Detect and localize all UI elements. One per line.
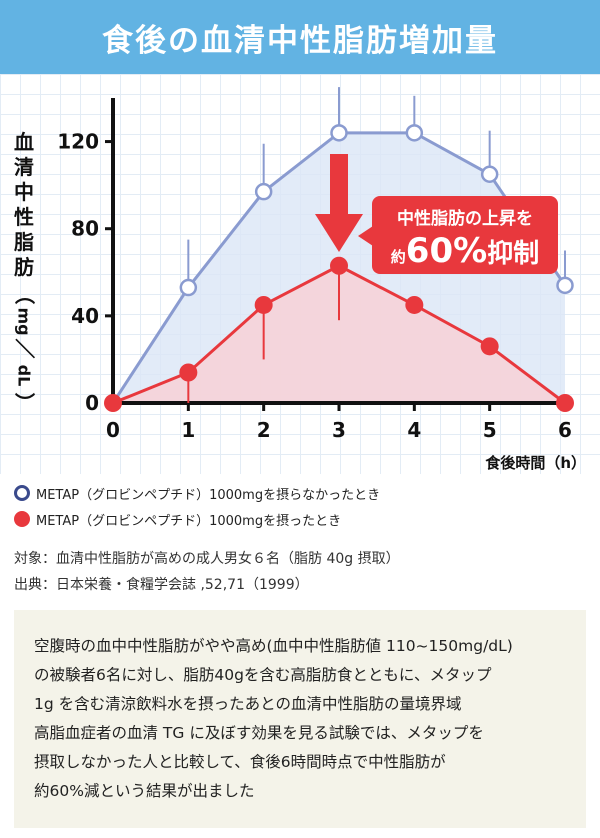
legend-item-without: METAP（グロビンペプチド）1000mgを摂らなかったとき bbox=[14, 480, 380, 506]
y-label-char: 肪 bbox=[14, 255, 34, 279]
data-point-with bbox=[104, 394, 122, 412]
y-tick-label: 120 bbox=[57, 130, 99, 154]
data-point-without bbox=[405, 124, 424, 142]
description-line: の被験者6名に対し、脂肪40gを含む高脂肪食とともに、メタップ bbox=[34, 666, 492, 684]
legend-item-with: METAP（グロビンペプチド）1000mgを摂ったとき bbox=[14, 506, 380, 532]
y-label-unit-slash: ／ bbox=[12, 338, 37, 359]
x-tick-label: 6 bbox=[558, 418, 572, 442]
filled-circle-icon bbox=[14, 511, 30, 527]
y-tick-label: 40 bbox=[71, 304, 99, 328]
data-point-with bbox=[330, 256, 348, 275]
y-label-paren-close: ） bbox=[12, 392, 37, 413]
chart-legend: METAP（グロビンペプチド）1000mgを摂らなかったとき METAP（グロビ… bbox=[14, 480, 380, 532]
description-line: 約60%減という結果が出ました bbox=[34, 782, 255, 800]
y-label-char: 清 bbox=[14, 155, 34, 179]
data-point-without bbox=[330, 124, 348, 142]
description-line: 空腹時の血中中性脂肪がやや高め(血中中性脂肪値 110~150mg/dL) bbox=[34, 637, 513, 655]
callout-line1: 中性脂肪の上昇を bbox=[397, 209, 533, 229]
y-tick-label: 80 bbox=[71, 217, 99, 241]
legend-label-without: METAP（グロビンペプチド）1000mgを摂らなかったとき bbox=[36, 487, 381, 503]
subject-note: 対象：血清中性脂肪が高めの成人男女６名（脂肪 40g 摂取） bbox=[14, 551, 400, 567]
x-tick-label: 3 bbox=[332, 418, 346, 442]
y-tick-label: 0 bbox=[85, 391, 99, 415]
data-point-with bbox=[480, 337, 499, 356]
y-label-paren-open: （ bbox=[12, 284, 37, 305]
y-label-char: 中 bbox=[14, 180, 34, 204]
description-line: 1g を含む清涼飲料水を摂ったあとの血清中性脂肪の量境界域 bbox=[34, 695, 462, 713]
data-point-with bbox=[405, 295, 424, 314]
data-point-without bbox=[556, 276, 574, 295]
y-label-unit-dl: dL bbox=[14, 364, 34, 387]
reduction-arrow-head bbox=[315, 214, 363, 252]
y-label-unit-mg: mg bbox=[14, 307, 34, 336]
data-point-without bbox=[480, 165, 499, 183]
callout-prefix: 約 bbox=[390, 248, 406, 266]
line-chart: 0 40 80 120 0 1 2 3 4 5 6 bbox=[57, 87, 574, 442]
callout-line2: 約60%抑制 bbox=[372, 231, 558, 271]
reduction-arrow-shaft bbox=[330, 154, 348, 218]
description-box: 空腹時の血中中性脂肪がやや高め(血中中性脂肪値 110~150mg/dL) の被… bbox=[14, 610, 586, 828]
x-tick-label: 0 bbox=[106, 418, 120, 442]
source-note: 出典：日本栄養・食糧学会誌 ,52,71（1999） bbox=[14, 577, 309, 593]
callout-suffix: 抑制 bbox=[487, 239, 540, 269]
callout-percent: 60% bbox=[405, 231, 488, 271]
y-axis-label: 血 清 中 性 脂 肪 （ mg ／ dL ） bbox=[10, 130, 38, 417]
reduction-callout: 中性脂肪の上昇を 約60%抑制 bbox=[358, 196, 558, 274]
data-point-without bbox=[179, 278, 198, 297]
x-tick-label: 2 bbox=[257, 418, 271, 442]
header-banner: 食後の血清中性脂肪増加量 bbox=[0, 0, 600, 74]
data-point-with bbox=[254, 295, 273, 314]
x-tick-label: 4 bbox=[407, 418, 421, 442]
y-label-char: 血 bbox=[14, 130, 34, 154]
x-tick-label: 1 bbox=[181, 418, 195, 442]
data-point-without bbox=[254, 182, 273, 201]
x-axis-label: 食後時間（h） bbox=[485, 454, 586, 472]
x-tick-label: 5 bbox=[483, 418, 497, 442]
y-label-char: 脂 bbox=[14, 230, 34, 254]
page-title: 食後の血清中性脂肪増加量 bbox=[102, 22, 498, 59]
open-circle-icon bbox=[14, 485, 30, 501]
area-with bbox=[113, 265, 565, 403]
description-line: 高脂血症者の血清 TG に及ぼす効果を見る試験では、メタップを bbox=[34, 724, 484, 742]
study-notes: 対象：血清中性脂肪が高めの成人男女６名（脂肪 40g 摂取） 出典：日本栄養・食… bbox=[14, 546, 400, 598]
description-line: 摂取しなかった人と比較して、食後6時間時点で中性脂肪が bbox=[34, 753, 446, 771]
legend-label-with: METAP（グロビンペプチド）1000mgを摂ったとき bbox=[36, 513, 342, 529]
data-point-with bbox=[556, 394, 574, 412]
data-point-with bbox=[179, 363, 198, 382]
y-label-char: 性 bbox=[14, 205, 34, 229]
